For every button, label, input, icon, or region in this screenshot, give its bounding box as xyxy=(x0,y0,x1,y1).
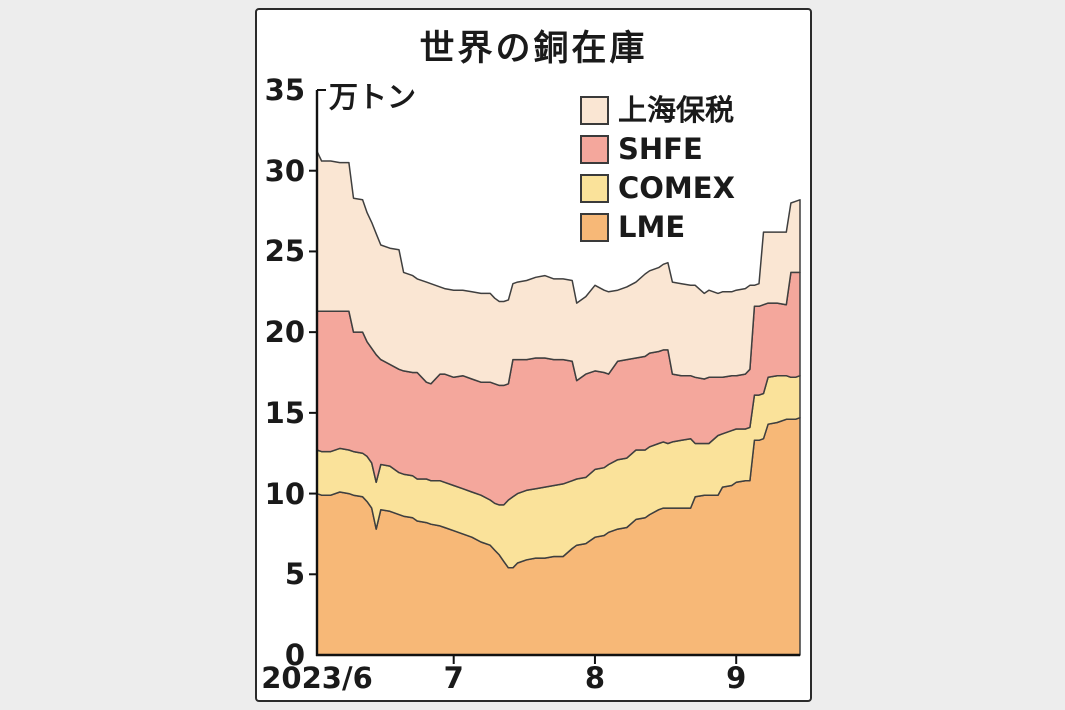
chart-card: 世界の銅在庫 万トン 0 5 10 15 20 25 30 35 2023/6 7 8 9 上海保税… xyxy=(255,8,812,702)
legend-swatch-shfe xyxy=(580,135,609,164)
y-axis-label: 10 xyxy=(264,476,305,511)
legend-item-lme: LME xyxy=(580,213,735,242)
y-axis-label: 15 xyxy=(264,395,305,430)
x-axis-label: 7 xyxy=(443,661,464,695)
legend-swatch-shanghai_bonded xyxy=(580,96,609,125)
legend-item-shfe: SHFE xyxy=(580,135,735,164)
legend: 上海保税 SHFE COMEX LME xyxy=(580,96,735,242)
legend-swatch-lme xyxy=(580,213,609,242)
x-axis-label: 9 xyxy=(726,661,747,695)
y-axis-label: 25 xyxy=(264,234,305,269)
legend-swatch-comex xyxy=(580,174,609,203)
y-axis-label: 30 xyxy=(264,153,305,188)
legend-item-shanghai_bonded: 上海保税 xyxy=(580,96,735,125)
y-axis-label: 20 xyxy=(264,315,305,350)
x-axis-label: 2023/6 xyxy=(261,661,373,695)
y-axis-label: 0 xyxy=(284,638,305,672)
x-axis-label: 8 xyxy=(584,661,606,695)
legend-label-shanghai_bonded: 上海保税 xyxy=(618,93,735,127)
y-axis-label: 5 xyxy=(284,557,305,592)
legend-label-lme: LME xyxy=(618,210,686,244)
legend-label-shfe: SHFE xyxy=(618,132,703,166)
legend-item-comex: COMEX xyxy=(580,174,735,203)
legend-label-comex: COMEX xyxy=(618,171,735,205)
stacked-area-chart xyxy=(309,89,801,664)
unit-label: 万トン xyxy=(329,80,417,114)
series-area-shanghai_bonded xyxy=(316,150,801,387)
chart-title: 世界の銅在庫 xyxy=(419,29,648,69)
y-axis-label: 35 xyxy=(264,73,305,107)
